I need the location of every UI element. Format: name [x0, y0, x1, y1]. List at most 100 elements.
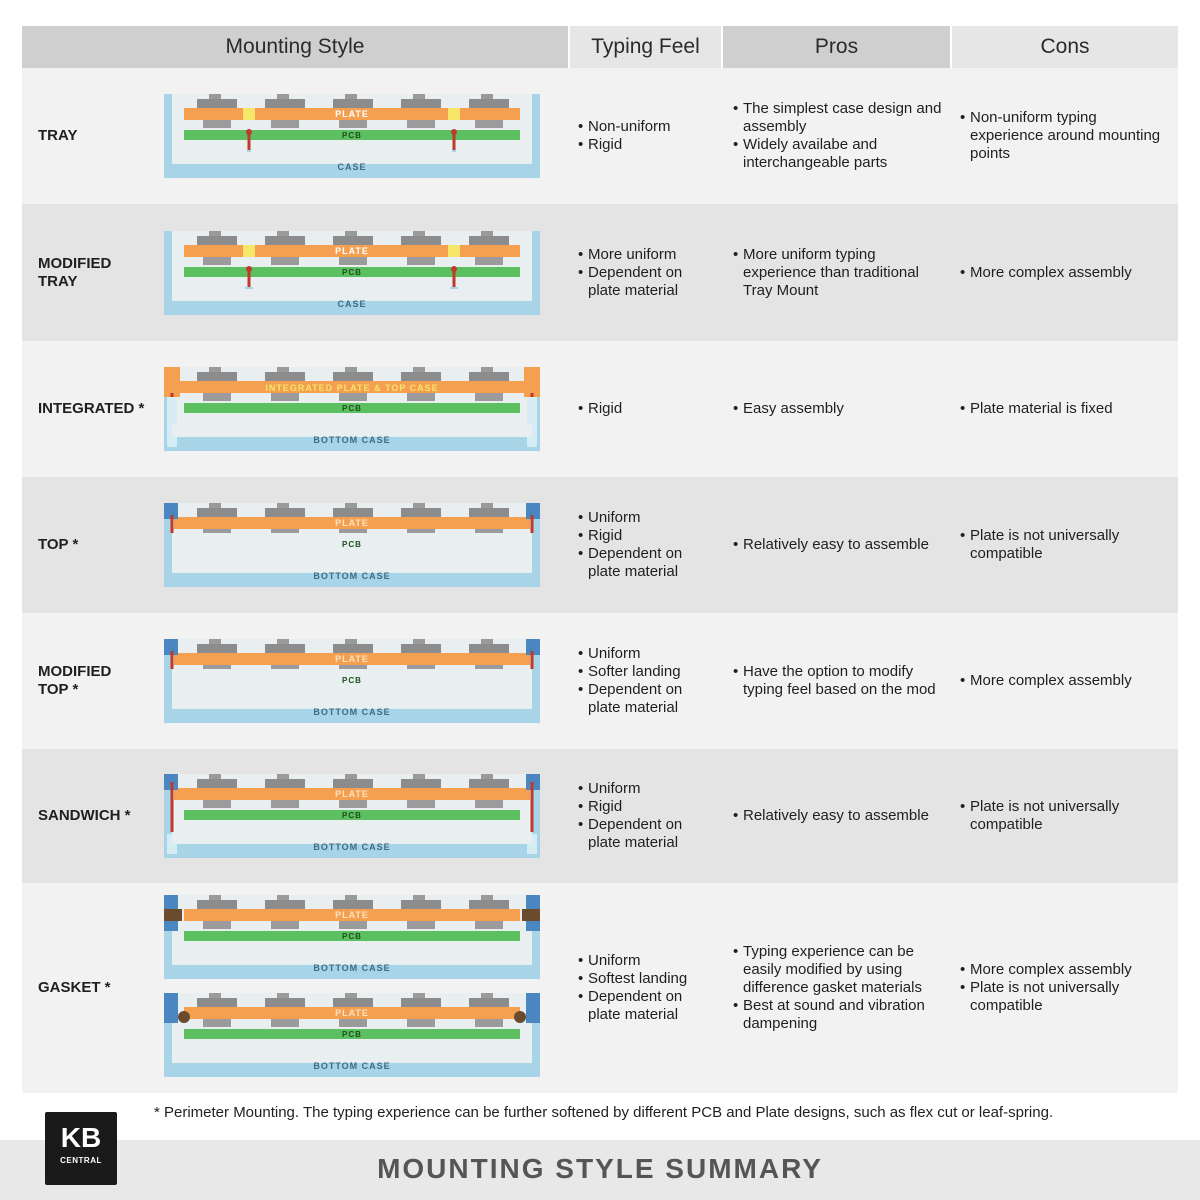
- switch-bottom: [339, 527, 367, 537]
- plate-label: PLATE: [335, 518, 369, 528]
- switch-bottom: [475, 527, 503, 537]
- kb-central-logo: KB CENTRAL: [45, 1112, 117, 1185]
- cons-list: More complex assembly: [960, 672, 1172, 690]
- standoff: [448, 108, 460, 120]
- case-floor: [172, 953, 532, 965]
- switch-stem: [413, 993, 425, 999]
- pros-cell: More uniform typing experience than trad…: [733, 246, 945, 300]
- switch-stem: [209, 774, 221, 780]
- switch-bottom: [339, 663, 367, 673]
- typing-feel-list-item: Softer landing: [578, 663, 718, 681]
- screw-head: [451, 129, 457, 135]
- pros-list-item: Typing experience can be easily modified…: [733, 943, 945, 997]
- switch-stem: [277, 774, 289, 780]
- bottom-case-label: BOTTOM CASE: [313, 707, 390, 717]
- pcb: [184, 810, 520, 820]
- typing-feel-list-item: Non-uniform: [578, 118, 718, 136]
- pcb: [184, 267, 520, 277]
- switch-stem: [481, 895, 493, 901]
- switch-bottom: [339, 255, 367, 265]
- plate: [164, 381, 540, 393]
- typing-feel-cell: More uniformDependent on plate material: [578, 246, 718, 300]
- screw-head: [451, 266, 457, 272]
- top-case-right: [526, 639, 540, 655]
- switch-stem: [413, 503, 425, 509]
- typing-feel-list: UniformRigidDependent on plate material: [578, 509, 718, 581]
- typing-feel-list: Rigid: [578, 400, 718, 418]
- typing-feel-cell: UniformRigidDependent on plate material: [578, 509, 718, 581]
- pros-list-item: More uniform typing experience than trad…: [733, 246, 945, 300]
- plate: [184, 909, 520, 921]
- screw: [170, 651, 174, 669]
- switch-stem: [277, 367, 289, 373]
- switch-bottom: [475, 919, 503, 929]
- switch-bottom: [271, 919, 299, 929]
- cross-section-diagram: PLATE BOTTOM CASE PCB: [164, 774, 540, 863]
- switch-bottom: [407, 1017, 435, 1027]
- cons-list-item: Plate is not universally compatible: [960, 979, 1172, 1015]
- diagram-svg: CASE PLATE PCB: [164, 231, 540, 315]
- pros-list-item: Relatively easy to assemble: [733, 807, 945, 825]
- top-case-right: [524, 367, 540, 397]
- bottom-case-label: BOTTOM CASE: [313, 435, 390, 445]
- cons-cell: Plate material is fixed: [960, 400, 1172, 418]
- pcb: [184, 403, 520, 413]
- pcb-label: PCB: [342, 1030, 362, 1039]
- plate: [184, 108, 520, 120]
- cons-list: More complex assemblyPlate is not univer…: [960, 961, 1172, 1015]
- switch-stem: [413, 367, 425, 373]
- top-case-left: [164, 639, 178, 655]
- switch-bottom: [203, 798, 231, 808]
- pros-list-item: The simplest case design and assembly: [733, 100, 945, 136]
- switch-bottom: [271, 798, 299, 808]
- plate-label: PLATE: [335, 910, 369, 920]
- typing-feel-list-item: Dependent on plate material: [578, 264, 718, 300]
- switch-bottom: [407, 663, 435, 673]
- table-row: INTEGRATED * INTEGRATED PLATE & TOP CASE B…: [22, 341, 1178, 477]
- pcb-label: PCB: [342, 676, 362, 685]
- standoff: [243, 245, 255, 257]
- switch-stem: [277, 231, 289, 237]
- switch-stem: [345, 94, 357, 100]
- case-floor: [172, 152, 532, 164]
- pros-list-item: Widely availabe and interchangeable part…: [733, 136, 945, 172]
- pros-list-item: Relatively easy to assemble: [733, 536, 945, 554]
- case-floor: [172, 1051, 532, 1063]
- typing-feel-cell: UniformSoftest landingDependent on plate…: [578, 952, 718, 1024]
- cross-section-diagram: PLATE BOTTOM CASE PCB: [164, 993, 540, 1082]
- switch-bottom: [203, 663, 231, 673]
- switch-bottom: [475, 798, 503, 808]
- cross-section-diagram: CASE PLATE PCB: [164, 94, 540, 183]
- diagram-svg: PLATE BOTTOM CASE PCB: [164, 503, 540, 587]
- pcb-label: PCB: [342, 932, 362, 941]
- pros-cell: Have the option to modify typing feel ba…: [733, 663, 945, 699]
- header-typing-feel: Typing Feel: [570, 26, 721, 68]
- typing-feel-cell: Rigid: [578, 400, 718, 418]
- switch-bottom: [475, 391, 503, 401]
- case-floor: [172, 289, 532, 301]
- mounting-style-label: MODIFIED TRAY: [38, 255, 111, 291]
- switch-stem: [209, 503, 221, 509]
- header-mounting-style: Mounting Style: [22, 26, 568, 68]
- switch-stem: [481, 639, 493, 645]
- switch-bottom: [407, 919, 435, 929]
- pros-cell: Relatively easy to assemble: [733, 807, 945, 825]
- switch-bottom: [203, 118, 231, 128]
- screw-head: [246, 266, 252, 272]
- switch-stem: [345, 367, 357, 373]
- typing-feel-list: Non-uniformRigid: [578, 118, 718, 154]
- title-bar: [0, 1140, 1200, 1200]
- switch-bottom: [475, 663, 503, 673]
- pros-list: Relatively easy to assemble: [733, 807, 945, 825]
- switch-bottom: [271, 527, 299, 537]
- typing-feel-list-item: Uniform: [578, 952, 718, 970]
- bottom-case-label: BOTTOM CASE: [313, 1061, 390, 1071]
- screw: [452, 130, 456, 150]
- pros-list: More uniform typing experience than trad…: [733, 246, 945, 300]
- integrated-label: INTEGRATED PLATE & TOP CASE: [265, 383, 438, 393]
- cons-list-item: More complex assembly: [960, 264, 1172, 282]
- cons-cell: More complex assembly: [960, 672, 1172, 690]
- typing-feel-list-item: Dependent on plate material: [578, 545, 718, 581]
- pcb: [184, 931, 520, 941]
- cons-list: Plate material is fixed: [960, 400, 1172, 418]
